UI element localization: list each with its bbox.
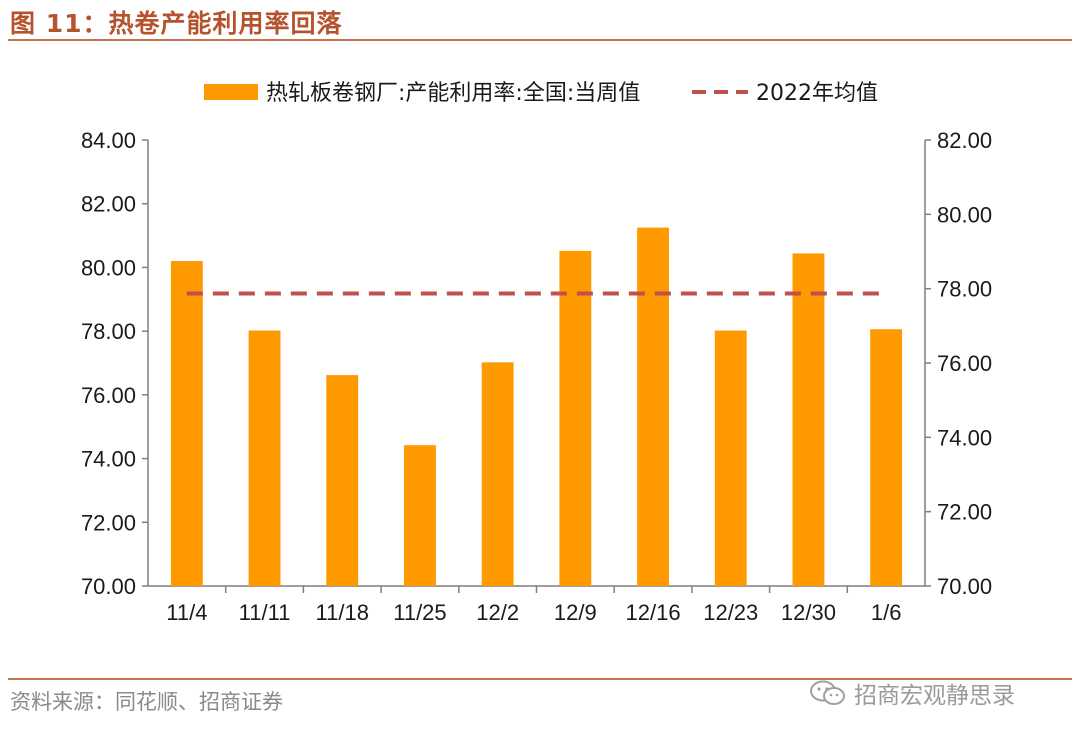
bar (870, 329, 903, 586)
title-rule (8, 39, 1072, 41)
x-tick-label: 11/4 (166, 600, 207, 625)
bar (248, 330, 281, 586)
source-note: 资料来源：同花顺、招商证券 (10, 690, 283, 714)
y-left-tick-label: 70.00 (81, 574, 136, 599)
x-tick-label: 12/2 (476, 600, 519, 625)
legend: 热轧板卷钢厂:产能利用率:全国:当周值 2022年均值 (204, 81, 878, 106)
figure-title: 图 11：热卷产能利用率回落 (10, 9, 343, 38)
bar (559, 250, 592, 586)
x-tick-label: 12/30 (781, 600, 836, 625)
x-tick-label: 11/18 (316, 600, 369, 625)
x-tick-label: 1/6 (871, 600, 902, 625)
y-left-tick-label: 80.00 (81, 255, 136, 280)
x-tick-label: 11/25 (393, 600, 446, 625)
wechat-icon (810, 680, 845, 705)
y-left-tick-label: 72.00 (81, 510, 136, 535)
bar (637, 227, 669, 586)
legend-bar-swatch (204, 84, 258, 100)
legend-line-label: 2022年均值 (756, 81, 878, 106)
bar (481, 362, 514, 586)
legend-bar-label: 热轧板卷钢厂:产能利用率:全国:当周值 (266, 81, 640, 106)
plot-area: 70.00 72.00 74.00 76.00 78.00 80.00 82.00 84.00… (81, 128, 992, 625)
y-right-tick-label: 72.00 (937, 500, 992, 525)
x-tick-label: 11/11 (239, 600, 291, 625)
watermark-text: 招商宏观静思录 (854, 683, 1015, 709)
chart: 热轧板卷钢厂:产能利用率:全国:当周值 2022年均值 70.00 72.00 74… (81, 81, 992, 625)
y-left-tick-label: 76.00 (81, 383, 136, 408)
x-tick-label: 12/23 (703, 600, 758, 625)
y-left-tick-label: 74.00 (81, 447, 136, 472)
y-right-tick-label: 76.00 (937, 351, 992, 376)
bar (714, 330, 747, 586)
y-right-tick-label: 74.00 (937, 425, 992, 450)
y-left-tick-label: 78.00 (81, 319, 136, 344)
watermark: 招商宏观静思录 (808, 676, 1015, 710)
bar (326, 375, 359, 586)
y-left-tick-label: 84.00 (81, 128, 136, 153)
bar (792, 253, 825, 586)
y-right-tick-label: 78.00 (937, 277, 992, 302)
bar (170, 261, 203, 586)
x-tick-label: 12/9 (554, 600, 597, 625)
x-tick-label: 12/16 (626, 600, 681, 625)
y-right-tick-label: 80.00 (937, 202, 992, 227)
y-left-tick-label: 82.00 (81, 192, 136, 217)
bar (404, 445, 436, 586)
y-right-tick-label: 82.00 (937, 128, 992, 153)
y-right-tick-label: 70.00 (937, 574, 992, 599)
footer-rule (8, 678, 1072, 680)
